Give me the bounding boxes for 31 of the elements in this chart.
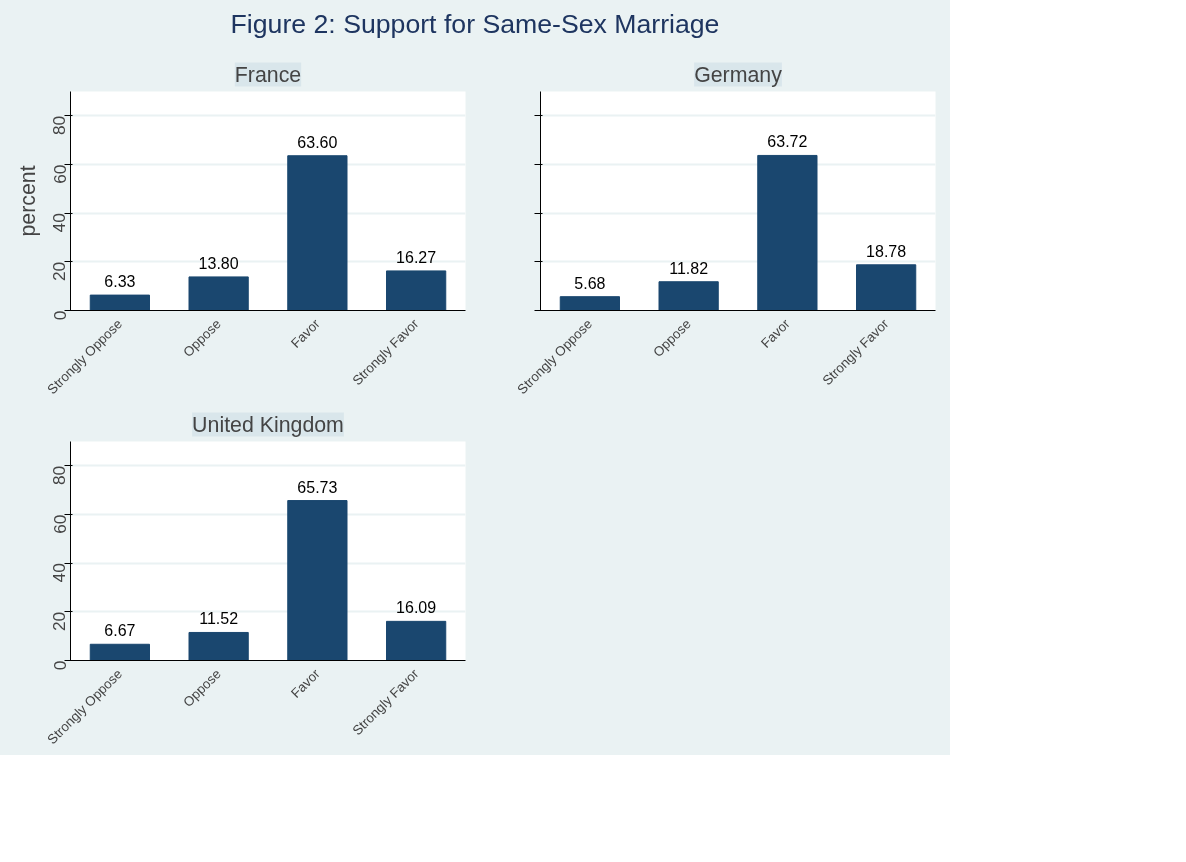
data-label: 63.60: [297, 133, 338, 151]
data-label: 11.82: [669, 259, 709, 277]
bar: [856, 264, 917, 311]
bar: [757, 154, 818, 311]
chart-title: Figure 2: Support for Same-Sex Marriage: [230, 8, 720, 41]
y-tick-label: 0: [49, 310, 70, 321]
data-label: 11.52: [199, 610, 239, 628]
data-label: 6.33: [104, 273, 136, 291]
data-label: 63.72: [767, 133, 808, 151]
y-tick-label: 80: [49, 115, 70, 136]
data-label: 65.73: [297, 478, 338, 496]
data-label: 16.27: [396, 248, 437, 266]
y-tick-label: 40: [49, 563, 70, 583]
data-label: 13.80: [198, 254, 239, 272]
data-label: 5.68: [574, 274, 606, 292]
bar: [559, 296, 620, 311]
data-label: 18.78: [866, 242, 907, 260]
y-tick-label: 20: [49, 261, 70, 282]
data-label: 16.09: [396, 599, 437, 617]
chart-subtitle: Germany: [694, 62, 783, 87]
y-tick-label: 40: [49, 213, 70, 233]
y-tick-label: 60: [49, 514, 70, 534]
y-axis-title: percent: [15, 165, 40, 237]
y-tick-label: 20: [49, 611, 70, 632]
bar: [658, 281, 719, 311]
y-tick-label: 60: [49, 164, 70, 184]
chart-subtitle: France: [234, 62, 302, 87]
chart-subtitle: United Kingdom: [192, 412, 344, 437]
data-label: 6.67: [104, 622, 136, 640]
y-tick-label: 0: [49, 660, 70, 671]
y-tick-label: 80: [49, 465, 70, 486]
